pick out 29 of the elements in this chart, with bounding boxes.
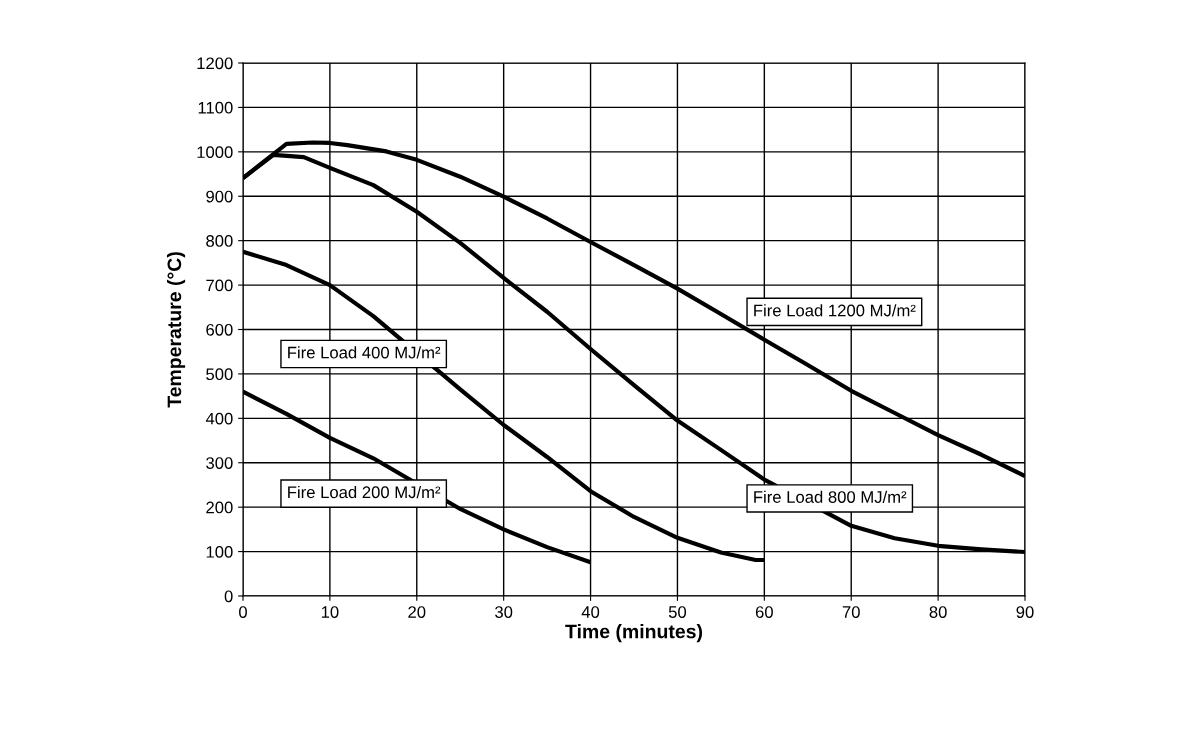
x-tick-label: 0	[239, 606, 247, 618]
x-axis-title: Time (minutes)	[565, 624, 703, 643]
y-axis-title: Temperature (°C)	[166, 252, 186, 408]
x-tick-label: 50	[668, 606, 687, 618]
y-tick-label: 300	[206, 457, 233, 469]
x-tick-label: 90	[1016, 606, 1034, 618]
y-tick-label: 0	[224, 590, 233, 603]
y-tick-label: 1100	[198, 101, 233, 114]
x-tick-label: 60	[755, 606, 773, 618]
y-tick-label: 500	[206, 368, 233, 381]
y-tick-label: 800	[206, 235, 233, 247]
y-tick-label: 100	[206, 545, 233, 558]
y-tick-label: 1200	[197, 57, 233, 70]
series-label: Fire Load 400 MJ/m²	[288, 346, 441, 359]
y-tick-label: 200	[206, 501, 233, 514]
x-tick-label: 30	[495, 606, 513, 618]
x-tick-label: 40	[581, 606, 600, 618]
x-tick-label: 70	[842, 606, 860, 618]
series-label: Fire Load 1200 MJ/m²	[754, 304, 916, 317]
y-tick-label: 400	[205, 412, 233, 425]
series-label: Fire Load 200 MJ/m²	[288, 485, 441, 499]
x-tick-label: 20	[408, 606, 426, 618]
y-tick-label: 600	[206, 323, 233, 336]
x-tick-label: 10	[321, 606, 339, 618]
y-tick-label: 900	[206, 190, 233, 203]
y-tick-label: 1000	[197, 146, 233, 159]
x-tick-label: 80	[929, 606, 947, 618]
series-label: Fire Load 800 MJ/m²	[754, 490, 907, 503]
y-tick-label: 700	[206, 279, 233, 292]
